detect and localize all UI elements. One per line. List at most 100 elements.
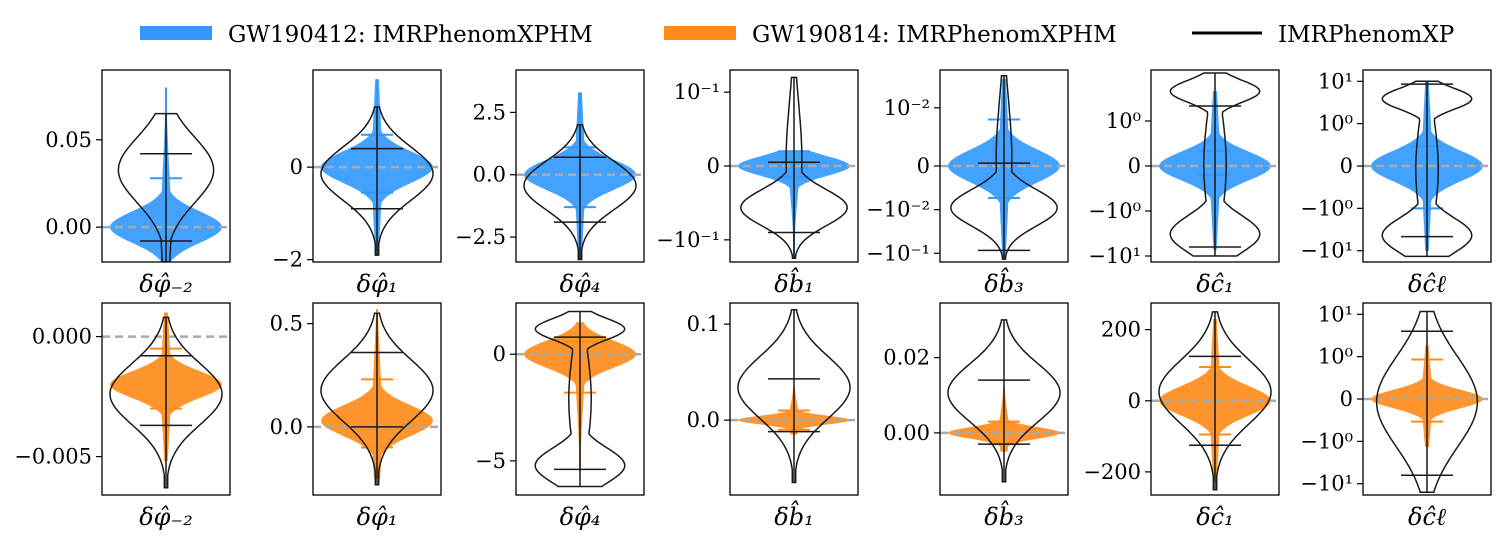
y-tick-label: −2.5 [455,225,506,249]
panel-1-3: 0.0 0.1 δb̂₁ [687,302,859,531]
y-tick-label: 0.0 [687,408,720,432]
y-tick-label: −10⁰ [1088,199,1141,223]
panel-plot-area [730,308,858,484]
violin-outline-imrphenomxp [523,124,637,261]
y-tick-label: 0.05 [45,128,92,152]
panel-0-5: 10⁰ 0 −10⁰ −10¹ δĉ₁ [1088,69,1280,298]
violin-outline-imrphenomxp [1158,311,1272,491]
panel-1-6: 10¹ 10⁰ 0 −10⁰ −10¹ δĉℓ [1300,302,1492,531]
panel-xlabel: δφ̂₄ [560,270,601,298]
violin-outline-imrphenomxp [320,312,434,486]
violin-outline-imrphenomxp [117,112,215,262]
y-tick-label: 0 [290,155,303,179]
y-tick-label: 10⁰ [1318,345,1353,369]
y-tick-label: 10⁰ [1106,109,1141,133]
panel-plot-area [313,309,441,486]
y-tick-label: 0.1 [687,312,720,336]
panel-1-4: 0.00 0.02 δb̂₃ [883,302,1069,531]
legend-label-gw190814: GW190814: IMRPhenomXPHM [752,22,1117,48]
panel-xlabel: δb̂₃ [984,500,1023,531]
y-tick-label: −10⁰ [1300,429,1353,453]
panel-1-1: 0.0 0.5 δφ̂₁ [270,302,442,531]
panel-plot-area [1363,80,1491,258]
panel-plot-area [730,76,858,260]
panel-1-5: 200 0 −200 δĉ₁ [1083,302,1280,531]
panel-xlabel: δφ̂₁ [357,503,398,531]
legend-swatch-gw190412 [140,26,212,40]
y-tick-label: −200 [1083,460,1141,484]
y-tick-label: −0.005 [14,445,92,469]
y-tick-label: 0 [1340,387,1353,411]
panel-plot-area [1151,311,1279,491]
panel-frame [101,69,231,263]
panel-xlabel: δb̂₁ [774,267,813,298]
panel-plot-area [102,87,230,262]
violin-outline-imrphenomxp [737,308,851,484]
panel-0-1: −2 0 δφ̂₁ [272,69,442,298]
y-tick-label: 0 [1128,154,1141,178]
y-tick-label: −2 [272,248,303,272]
panel-plot-area [1363,310,1491,493]
panel-xlabel: δĉℓ [1408,270,1446,298]
panels-group: 0.000.05δφ̂₋₂−20δφ̂₁−2.50.02.5δφ̂₄10⁻¹0−… [14,69,1492,531]
y-tick-label: 10⁰ [1318,112,1353,136]
panel-frame [729,302,859,496]
panel-xlabel: δĉ₁ [1196,270,1234,298]
violin-outline-imrphenomxp [740,76,848,260]
violin-outline-imrphenomxp [320,106,434,256]
y-tick-label: −10¹ [1088,244,1141,268]
y-tick-label: 10¹ [1318,69,1353,93]
panel-frame [1150,302,1280,496]
panel-frame [312,302,442,496]
legend-swatch-gw190814 [664,26,736,40]
y-tick-label: 0 [707,154,720,178]
violin-outline-imrphenomxp [534,310,626,488]
violin-outline-imrphenomxp [1375,310,1479,493]
y-tick-label: 0 [917,154,930,178]
y-tick-label: −5 [475,449,506,473]
panel-0-0: 0.00 0.05 δφ̂₋₂ [45,69,231,298]
legend: GW190412: IMRPhenomXPHM GW190814: IMRPhe… [140,22,1454,48]
panel-plot-area [940,75,1068,260]
panel-plot-area [313,79,441,256]
panel-xlabel: δφ̂₋₂ [139,503,193,531]
panel-frame [515,69,645,263]
y-tick-label: 2.5 [473,100,506,124]
panel-0-6: 10¹ 10⁰ 0 −10⁰ −10¹ δĉℓ [1300,69,1492,298]
y-tick-label: 200 [1101,318,1141,342]
panel-xlabel: δφ̂₋₂ [139,270,193,298]
panel-plot-area [516,92,644,261]
y-tick-label: 0.000 [32,325,92,349]
violin-outline-imrphenomxp [947,319,1061,483]
y-tick-label: 0.02 [883,346,930,370]
y-tick-label: 0 [493,342,506,366]
panel-0-4: 10⁻² 0 −10⁻² −10⁻¹ δb̂₃ [866,69,1069,298]
panel-xlabel: δφ̂₁ [357,270,398,298]
panel-plot-area [940,319,1068,483]
y-tick-label: 0.0 [473,163,506,187]
y-tick-label: 0 [1340,154,1353,178]
y-tick-label: 0.0 [270,415,303,439]
violin-outline-imrphenomxp [950,75,1058,260]
violin-outline-imrphenomxp [109,316,223,489]
panel-xlabel: δb̂₃ [984,267,1023,298]
y-tick-label: 10¹ [1318,302,1353,326]
violin-outline-imrphenomxp [1381,80,1473,258]
panel-xlabel: δĉℓ [1408,503,1446,531]
y-tick-label: 0.5 [270,312,303,336]
panel-frame [515,302,645,496]
panel-xlabel: δb̂₁ [774,500,813,531]
y-tick-label: −10¹ [1300,472,1353,496]
panel-xlabel: δĉ₁ [1196,503,1234,531]
panel-0-2: −2.5 0.0 2.5 δφ̂₄ [455,69,645,298]
panel-xlabel: δφ̂₄ [560,503,601,531]
y-tick-label: 0 [1128,389,1141,413]
panel-plot-area [1151,72,1279,257]
panel-0-3: 10⁻¹ 0 −10⁻¹ δb̂₁ [656,69,859,298]
panel-frame [939,302,1069,496]
y-tick-label: −10¹ [1300,239,1353,263]
panel-1-0: 0.000 −0.005 δφ̂₋₂ [14,302,231,531]
violin-outline-imrphenomxp [1169,72,1261,257]
y-tick-label: −10⁻¹ [656,228,720,252]
